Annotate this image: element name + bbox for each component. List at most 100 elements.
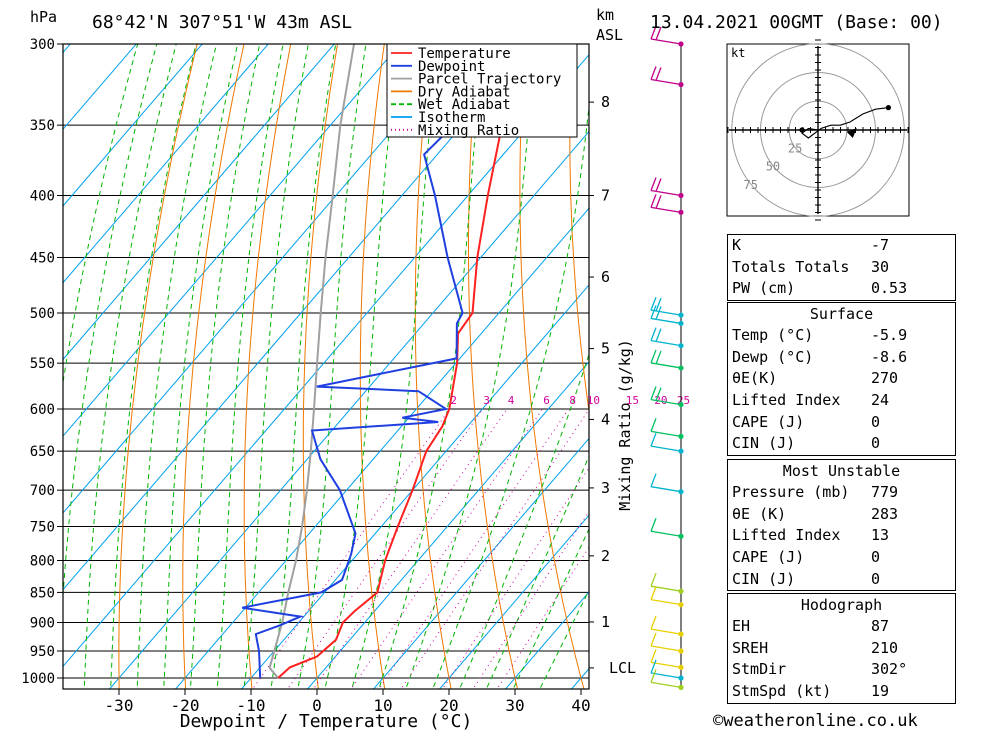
pressure-tick-label: 750	[30, 520, 55, 536]
dry-adiabat-line	[302, 44, 339, 689]
km-tick-label: 1	[601, 613, 610, 631]
mixing-ratio-line	[350, 408, 543, 689]
surface-row: Lifted Index 24	[728, 390, 955, 412]
location-title: 68°42'N 307°51'W 43m ASL	[92, 12, 352, 33]
surface-label: Lifted Index	[732, 391, 841, 410]
isotherm-line	[306, 360, 589, 689]
surface-row: θE(K) 270	[728, 368, 955, 390]
hodograph-ring-label: 50	[766, 160, 780, 174]
wet-adiabat-line	[405, 44, 536, 689]
temp-tick-label: -20	[171, 696, 200, 715]
surface-label: θE(K)	[732, 369, 778, 388]
isotherm-line	[63, 44, 269, 284]
km-tick-label: 6	[601, 268, 610, 286]
wind-barb	[650, 659, 684, 681]
pressure-tick-label: 650	[30, 444, 55, 460]
wind-barb	[650, 615, 684, 637]
pressure-tick-label: 700	[30, 483, 55, 499]
temp-tick-label: -10	[237, 696, 266, 715]
surface-value: 0	[871, 434, 881, 453]
most-unstable-value: 13	[871, 526, 890, 545]
most-unstable-label: Lifted Index	[732, 526, 841, 545]
surface-row: CIN (J) 0	[728, 433, 955, 455]
legend-entry: Mixing Ratio	[418, 123, 519, 139]
storm-motion-marker	[846, 128, 857, 138]
wet-adiabat-line	[163, 44, 239, 689]
wind-barb	[650, 432, 684, 454]
index-value: 0.53	[871, 279, 908, 298]
pressure-tick-label: 500	[30, 306, 55, 322]
wet-adiabat-line	[110, 44, 197, 689]
copyright-footer[interactable]: ©weatheronline.co.uk	[713, 711, 918, 731]
pressure-tick-label: 350	[30, 118, 55, 134]
hodograph-value: 87	[871, 617, 890, 635]
legend-entry: Parcel Trajectory	[418, 72, 561, 88]
temp-tick-label: 0	[312, 696, 322, 715]
hodograph-value: 302°	[871, 660, 908, 679]
hodograph-point	[799, 127, 805, 133]
pressure-tick-label: 1000	[21, 671, 55, 687]
temp-tick-label: 10	[373, 696, 392, 715]
datetime-title: 13.04.2021 00GMT (Base: 00)	[650, 12, 943, 33]
wind-barb	[650, 349, 684, 371]
wet-adiabat-line	[189, 44, 261, 689]
hodograph-point	[885, 105, 892, 111]
index-value: 30	[871, 257, 890, 276]
mixing-ratio-line	[312, 408, 508, 689]
wet-adiabat-line	[512, 527, 589, 689]
hodograph-label: SREH	[732, 638, 769, 657]
wind-barb	[650, 586, 684, 608]
surface-panel: Surface Temp (°C) -5.9 Dewp (°C) -8.6 θE(K) 2…	[727, 302, 956, 457]
temp-tick-label: 30	[505, 696, 524, 715]
x-axis-title: Dewpoint / Temperature (°C)	[180, 711, 473, 732]
isotherm-line	[438, 514, 589, 689]
mixing-ratio-line	[400, 408, 589, 689]
most-unstable-row: θE (K) 283	[728, 504, 955, 526]
hodograph-value: 210	[871, 638, 899, 657]
wet-adiabat-line	[351, 44, 440, 689]
hodograph-ring-label: 75	[744, 178, 758, 192]
dry-adiabat-line	[182, 44, 245, 689]
mixing-ratio-value: 4	[508, 394, 515, 407]
km-tick-label: LCL	[609, 659, 636, 677]
km-label: km	[596, 6, 614, 24]
wind-barb	[650, 327, 684, 349]
asl-label: ASL	[596, 26, 623, 44]
isotherm-line	[63, 44, 401, 437]
wind-barb	[650, 632, 684, 654]
surface-row: Dewp (°C) -8.6	[728, 347, 955, 369]
most-unstable-row: CAPE (J) 0	[728, 547, 955, 569]
legend-entry: Wet Adiabat	[418, 97, 511, 113]
hodograph-label: EH	[732, 617, 751, 635]
surface-value: 0	[871, 412, 881, 431]
pressure-tick-label: 800	[30, 553, 55, 569]
legend-entry: Dry Adiabat	[418, 84, 511, 100]
isotherm-line	[174, 207, 589, 689]
km-tick-label: 7	[601, 186, 610, 204]
most-unstable-value: 779	[871, 483, 899, 501]
hodograph-row: StmSpd (kt) 19	[728, 681, 955, 703]
pressure-tick-label: 950	[30, 644, 55, 660]
wet-adiabat-line	[539, 589, 589, 689]
pressure-tick-label: 300	[30, 37, 55, 53]
isotherm-line	[108, 130, 589, 689]
surface-label: CIN (J)	[732, 434, 796, 453]
legend-entry: Dewpoint	[418, 59, 485, 75]
wind-barb	[650, 194, 684, 215]
wet-adiabat-line	[459, 352, 589, 689]
wet-adiabat-line	[216, 44, 284, 689]
most-unstable-panel: Most Unstable Pressure (mb) 779 θE (K) 283 L…	[727, 459, 956, 592]
index-row: Totals Totals 30	[728, 257, 955, 279]
wind-barb	[650, 25, 684, 47]
hodograph-label: StmSpd (kt)	[732, 682, 832, 701]
mixing-ratio-value: 2	[450, 394, 457, 407]
wet-adiabat-line	[432, 102, 589, 689]
wind-barb	[650, 418, 684, 439]
dry-adiabat-line	[569, 44, 589, 415]
mixing-ratio-value: 8	[569, 394, 576, 407]
most-unstable-row: Lifted Index 13	[728, 525, 955, 547]
index-row: K -7	[728, 235, 955, 257]
km-tick-label: 2	[601, 547, 610, 565]
wet-adiabat-line	[243, 44, 309, 689]
most-unstable-value: 0	[871, 548, 881, 567]
